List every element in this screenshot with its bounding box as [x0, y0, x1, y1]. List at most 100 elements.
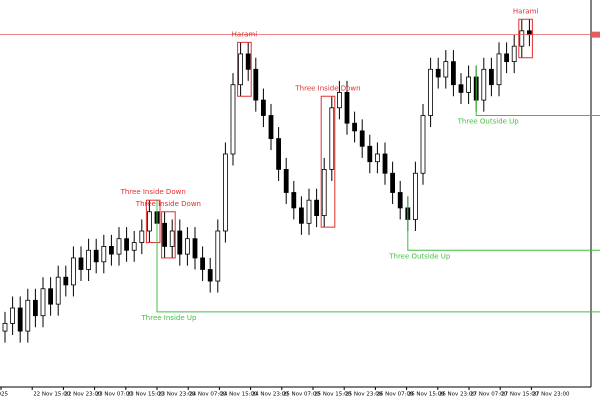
- candle-body: [298, 207, 304, 224]
- candle-body: [382, 153, 388, 174]
- x-tick-label: 22 Nov 15:00: [33, 392, 71, 398]
- x-tick-label: 22 Nov 23:00: [64, 392, 102, 398]
- candle-body: [63, 276, 69, 286]
- candle-body: [86, 249, 91, 270]
- pattern-label: Three Inside Down: [294, 84, 360, 92]
- pattern-level: [407, 196, 600, 251]
- candle-body: [374, 153, 380, 163]
- candle-body: [519, 30, 525, 47]
- candle-body: [527, 30, 532, 36]
- candle-body: [200, 257, 206, 270]
- x-tick-label: 025: [0, 392, 8, 398]
- candle-body: [245, 53, 251, 70]
- candle-body: [2, 322, 8, 332]
- candle-body: [10, 307, 16, 324]
- x-tick-label: 24 Nov 07:00: [189, 392, 227, 398]
- pattern-label: Three Outside Up: [457, 118, 520, 126]
- candle-body: [162, 222, 168, 247]
- candle-body: [276, 138, 282, 170]
- pattern-box: [518, 18, 533, 59]
- candle-body: [352, 122, 358, 132]
- candle-body: [321, 168, 327, 216]
- candle-body: [435, 68, 441, 78]
- pattern-level: [475, 65, 600, 116]
- candle-body: [367, 145, 373, 163]
- candle-body: [511, 45, 517, 63]
- x-tick-label: 26 Nov 07:00: [376, 392, 414, 398]
- pattern-label: Three Outside Up: [388, 252, 451, 260]
- pattern-label: Three Inside Up: [141, 314, 197, 322]
- candle-body: [458, 84, 464, 93]
- candle-body: [192, 238, 198, 259]
- candle-body: [207, 269, 213, 282]
- candle-body: [215, 230, 221, 282]
- x-tick-label: 25 Nov 07:00: [283, 392, 321, 398]
- candle-body: [222, 153, 228, 232]
- candle-body: [101, 245, 107, 263]
- candle-body: [359, 130, 365, 147]
- x-tick-label: 26 Nov 23:00: [439, 392, 477, 398]
- x-tick-label: 25 Nov 23:00: [345, 392, 383, 398]
- candle-body: [291, 192, 297, 209]
- candle-body: [496, 53, 502, 86]
- candle-body: [306, 199, 312, 224]
- candle-body: [450, 61, 456, 86]
- candle-body: [184, 238, 190, 255]
- pattern-label: Harami: [232, 30, 258, 38]
- pattern-label: Harami: [513, 7, 539, 15]
- candle-body: [481, 68, 487, 101]
- candle-body: [33, 299, 38, 317]
- candle-body: [109, 245, 114, 255]
- candle-body: [146, 211, 152, 232]
- candle-body: [314, 199, 320, 216]
- candle-body: [268, 115, 274, 140]
- price-tag: [592, 31, 600, 38]
- candle-body: [443, 61, 449, 78]
- candle-body: [336, 92, 342, 109]
- x-tick-label: 23 Nov 15:00: [127, 392, 165, 398]
- candle-body: [40, 288, 46, 317]
- candle-body: [329, 107, 335, 170]
- pattern-box: [320, 95, 336, 228]
- candle-body: [177, 230, 183, 255]
- x-tick-label: 23 Nov 23:00: [158, 392, 196, 398]
- candle-body: [55, 276, 61, 305]
- x-tick-label: 25 Nov 15:00: [314, 392, 352, 398]
- candle-body: [124, 238, 129, 251]
- pattern-box: [161, 211, 176, 259]
- candle-body: [428, 68, 434, 116]
- candle-body: [116, 238, 122, 255]
- x-tick-label: 24 Nov 15:00: [220, 392, 258, 398]
- candle-body: [17, 307, 23, 332]
- candle-body: [169, 230, 175, 247]
- pattern-level: [156, 200, 600, 313]
- candle-body: [253, 68, 259, 101]
- x-tick-label: 27 Nov 23:00: [532, 392, 570, 398]
- x-tick-label: 27 Nov 15:00: [501, 392, 539, 398]
- candle-body: [390, 172, 396, 193]
- candle-body: [25, 299, 31, 332]
- x-tick-label: 24 Nov 23:00: [252, 392, 290, 398]
- candle-body: [344, 92, 350, 124]
- candle-body: [71, 257, 76, 286]
- pattern-label: Three Inside Down: [135, 200, 201, 208]
- pattern-box: [145, 199, 161, 244]
- candle-body: [420, 115, 426, 174]
- candle-body: [78, 257, 84, 270]
- candle-body: [48, 288, 53, 305]
- candle-body: [283, 168, 289, 193]
- candle-body: [488, 68, 494, 86]
- candle-body: [238, 53, 244, 86]
- pattern-label: Three Inside Down: [120, 188, 186, 196]
- x-tick-label: 26 Nov 15:00: [408, 392, 446, 398]
- candle-body: [466, 76, 472, 93]
- candle-body: [139, 230, 145, 243]
- candle-body: [131, 242, 137, 251]
- x-tick-label: 27 Nov 07:00: [470, 392, 508, 398]
- candle-body: [504, 53, 510, 63]
- candle-body: [260, 99, 266, 116]
- candle-body: [397, 192, 403, 209]
- pattern-box: [237, 41, 252, 97]
